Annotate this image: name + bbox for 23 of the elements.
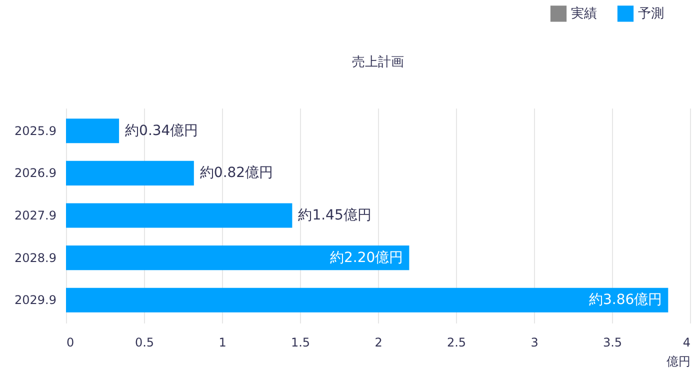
y-tick-label: 2028.9 [14,250,56,265]
x-axis-title: 億円 [666,354,690,368]
data-label: 約2.20億円 [330,250,404,266]
x-tick-label: 2 [374,336,382,350]
y-tick-label: 2029.9 [14,293,56,308]
x-tick-label: 1.5 [290,336,310,350]
y-tick-label: 2027.9 [14,208,56,222]
x-tick-label: 1 [218,336,226,350]
legend-label: 実績 [571,6,597,22]
chart-title: 売上計画 [352,55,404,70]
y-tick-label: 2026.9 [14,166,56,180]
x-tick-label: 4 [682,336,690,350]
x-tick-label: 0 [66,336,74,350]
data-label: 約0.82億円 [200,165,274,182]
data-label: 約0.34億円 [125,122,198,139]
legend-label: 予測 [638,6,664,22]
y-tick-label: 2025.9 [14,124,56,138]
x-tick-label: 0.5 [134,336,154,350]
x-tick-label: 2.5 [446,336,466,350]
data-label: 約1.45億円 [298,208,372,224]
data-label: 約3.86億円 [588,292,662,308]
x-tick-label: 3 [530,336,538,350]
x-tick-label: 3.5 [602,336,622,350]
